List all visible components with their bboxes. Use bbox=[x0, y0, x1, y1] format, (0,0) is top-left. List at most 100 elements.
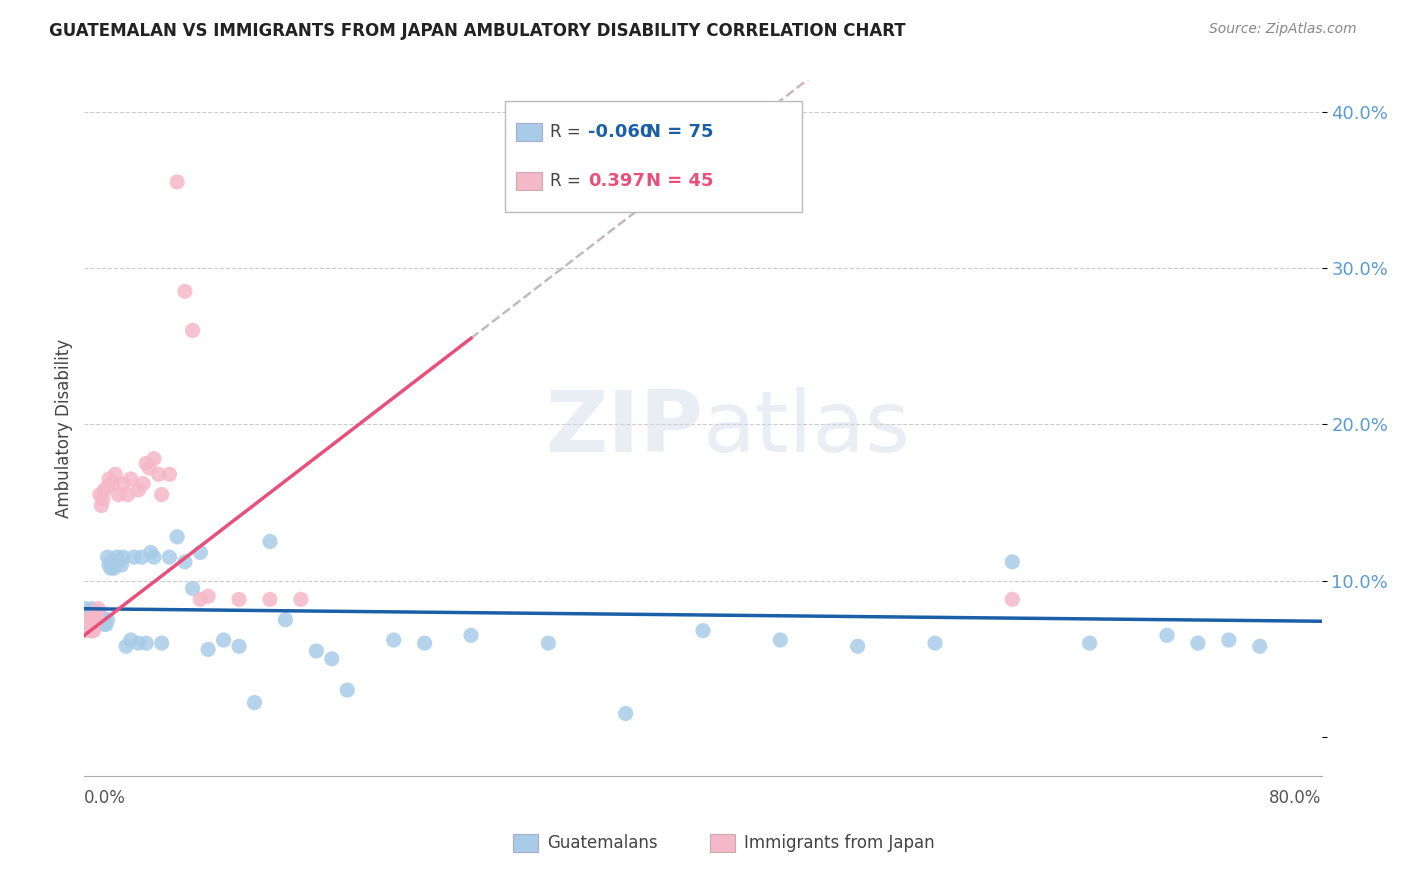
Point bbox=[181, 582, 204, 596]
Point bbox=[104, 467, 127, 482]
Point bbox=[87, 613, 110, 627]
Point bbox=[1187, 636, 1209, 650]
Y-axis label: Ambulatory Disability: Ambulatory Disability bbox=[55, 339, 73, 517]
Point bbox=[93, 613, 115, 627]
Point bbox=[181, 323, 204, 337]
Point bbox=[86, 607, 108, 622]
Point bbox=[112, 476, 135, 491]
Point bbox=[460, 628, 482, 642]
Point bbox=[135, 456, 157, 470]
Point bbox=[120, 633, 142, 648]
Point bbox=[103, 561, 125, 575]
Point bbox=[150, 487, 173, 501]
Point bbox=[104, 555, 127, 569]
Point bbox=[98, 472, 121, 486]
Point bbox=[86, 605, 108, 619]
Point bbox=[91, 613, 114, 627]
Point bbox=[150, 636, 173, 650]
Point bbox=[127, 636, 149, 650]
Text: Source: ZipAtlas.com: Source: ZipAtlas.com bbox=[1209, 22, 1357, 37]
Point bbox=[143, 550, 166, 565]
Point bbox=[139, 545, 162, 559]
Point bbox=[77, 620, 100, 634]
Point bbox=[82, 607, 104, 622]
Text: Immigrants from Japan: Immigrants from Japan bbox=[744, 834, 935, 852]
Point bbox=[132, 476, 155, 491]
Point bbox=[87, 609, 110, 624]
Point bbox=[79, 617, 101, 632]
Point bbox=[188, 545, 211, 559]
Point bbox=[122, 550, 145, 565]
Point bbox=[84, 613, 107, 627]
Point bbox=[86, 613, 108, 627]
Point bbox=[166, 175, 188, 189]
Point bbox=[84, 611, 107, 625]
Point bbox=[89, 614, 111, 628]
Point bbox=[94, 617, 117, 632]
Point bbox=[1001, 592, 1024, 607]
Point bbox=[336, 683, 359, 698]
Point bbox=[148, 467, 170, 482]
Point bbox=[135, 636, 157, 650]
Point bbox=[77, 613, 100, 627]
Point bbox=[143, 451, 166, 466]
Point bbox=[91, 492, 114, 507]
Point bbox=[112, 550, 135, 565]
Point bbox=[96, 613, 118, 627]
Point bbox=[120, 472, 142, 486]
Point bbox=[614, 706, 637, 721]
Point bbox=[110, 558, 132, 572]
Point bbox=[290, 592, 312, 607]
Text: GUATEMALAN VS IMMIGRANTS FROM JAPAN AMBULATORY DISABILITY CORRELATION CHART: GUATEMALAN VS IMMIGRANTS FROM JAPAN AMBU… bbox=[49, 22, 905, 40]
Point bbox=[105, 550, 128, 565]
Point bbox=[1001, 555, 1024, 569]
Point bbox=[90, 611, 112, 625]
Point bbox=[89, 607, 111, 622]
Text: R =: R = bbox=[550, 172, 586, 190]
Point bbox=[84, 611, 107, 625]
Point bbox=[115, 640, 138, 654]
Text: atlas: atlas bbox=[703, 386, 911, 470]
Point bbox=[75, 601, 97, 615]
Text: R =: R = bbox=[550, 123, 586, 141]
Point bbox=[84, 605, 107, 619]
Point bbox=[90, 499, 112, 513]
Point bbox=[259, 592, 281, 607]
Point bbox=[166, 530, 188, 544]
Point bbox=[89, 487, 111, 501]
Point bbox=[228, 592, 250, 607]
Point bbox=[924, 636, 946, 650]
Point bbox=[159, 467, 180, 482]
Text: 0.0%: 0.0% bbox=[84, 789, 127, 806]
Point bbox=[1218, 633, 1240, 648]
Point bbox=[197, 589, 219, 603]
Point bbox=[1078, 636, 1101, 650]
Text: 0.397: 0.397 bbox=[588, 172, 645, 190]
Point bbox=[188, 592, 211, 607]
Point bbox=[96, 550, 118, 565]
Text: ZIP: ZIP bbox=[546, 386, 703, 470]
Point bbox=[79, 624, 101, 638]
Point bbox=[98, 558, 121, 572]
Point bbox=[96, 480, 118, 494]
Point bbox=[382, 633, 405, 648]
Point bbox=[101, 555, 124, 569]
Point bbox=[91, 615, 114, 630]
Point bbox=[413, 636, 436, 650]
Point bbox=[86, 613, 108, 627]
Point bbox=[846, 640, 869, 654]
Point bbox=[76, 617, 98, 632]
Point bbox=[100, 561, 122, 575]
Point bbox=[83, 613, 105, 627]
Point bbox=[93, 617, 115, 632]
Point bbox=[77, 605, 100, 619]
Text: N = 75: N = 75 bbox=[645, 123, 713, 141]
Point bbox=[197, 642, 219, 657]
Point bbox=[769, 633, 792, 648]
Point bbox=[1156, 628, 1178, 642]
Text: -0.060: -0.060 bbox=[588, 123, 652, 141]
Point bbox=[174, 285, 197, 299]
Point bbox=[84, 607, 107, 621]
Point bbox=[174, 555, 197, 569]
Point bbox=[127, 483, 149, 497]
